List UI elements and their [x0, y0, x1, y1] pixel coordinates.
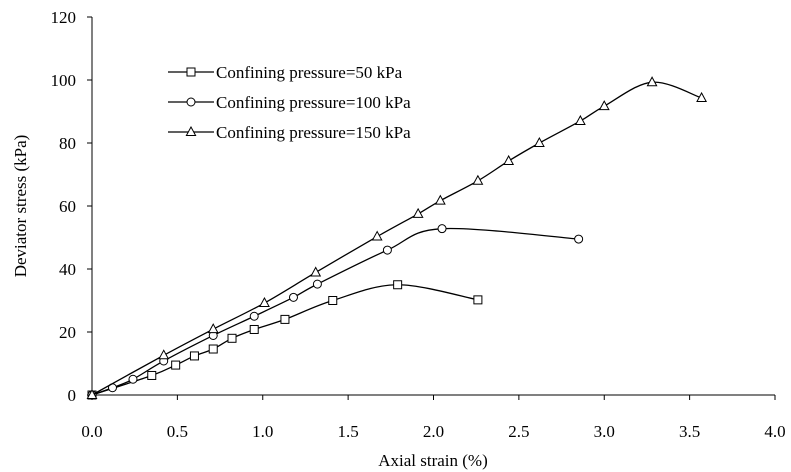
x-tick-label: 0.0: [81, 422, 102, 441]
x-tick-label: 2.5: [508, 422, 529, 441]
data-point-square: [171, 360, 181, 370]
x-tick-label: 4.0: [764, 422, 785, 441]
data-point-triangle: [310, 266, 322, 277]
data-point-triangle: [503, 154, 515, 165]
x-axis: 0.0 0.5 1.0 1.5 2.0 2.5 3.0 3.5 4.0: [81, 394, 786, 441]
legend-marker-triangle: [185, 125, 197, 136]
y-tick-label: 40: [59, 260, 76, 279]
data-point-triangle: [412, 207, 424, 218]
data-point-circle: [249, 311, 259, 321]
data-point-square: [280, 314, 290, 324]
data-point-circle: [312, 279, 322, 289]
y-axis: 0 20 40 60 80 100 120: [51, 8, 93, 405]
x-tick-label: 1.0: [252, 422, 273, 441]
data-point-circle: [128, 374, 138, 384]
x-axis-title: Axial strain (%): [378, 451, 488, 470]
data-point-triangle: [646, 76, 658, 87]
data-point-circle: [437, 224, 447, 234]
data-point-square: [249, 324, 259, 334]
data-point-circle: [288, 292, 298, 302]
legend: Confining pressure=50 kPa Confining press…: [168, 63, 411, 142]
x-tick-label: 1.5: [338, 422, 359, 441]
data-point-triangle: [158, 349, 170, 360]
data-point-square: [208, 344, 218, 354]
y-tick-label: 100: [51, 71, 77, 90]
data-point-square: [473, 295, 483, 305]
x-tick-label: 2.0: [423, 422, 444, 441]
legend-item: Confining pressure=100 kPa: [168, 93, 411, 112]
data-point-triangle: [207, 323, 219, 334]
x-tick-label: 0.5: [167, 422, 188, 441]
data-point-triangle: [259, 296, 270, 308]
data-point-triangle: [371, 230, 383, 241]
data-point-circle: [382, 245, 392, 255]
series-square: [87, 280, 483, 400]
data-point-triangle: [472, 174, 484, 185]
data-point-triangle: [86, 388, 98, 399]
data-point-square: [328, 296, 338, 305]
y-tick-label: 80: [59, 134, 76, 153]
data-point-square: [227, 333, 237, 343]
data-point-triangle: [533, 136, 545, 147]
legend-item: Confining pressure=50 kPa: [168, 63, 403, 82]
data-point-triangle: [434, 194, 446, 205]
data-point-square: [189, 351, 199, 361]
legend-label: Confining pressure=100 kPa: [216, 93, 411, 112]
legend-marker-square: [186, 67, 196, 77]
data-point-triangle: [574, 114, 586, 125]
y-tick-label: 20: [59, 323, 76, 342]
data-point-square: [393, 280, 403, 290]
legend-item: Confining pressure=150 kPa: [168, 123, 411, 142]
x-tick-label: 3.0: [594, 422, 615, 441]
y-tick-label: 120: [51, 8, 77, 27]
data-point-square: [147, 370, 157, 380]
legend-label: Confining pressure=150 kPa: [216, 123, 411, 142]
y-tick-label: 0: [68, 386, 77, 405]
y-tick-label: 60: [59, 197, 76, 216]
legend-label: Confining pressure=50 kPa: [216, 63, 403, 82]
y-axis-title: Deviator stress (kPa): [11, 135, 30, 278]
data-point-triangle: [598, 100, 610, 111]
series-circle: [87, 224, 584, 400]
series-layer: [86, 76, 708, 400]
x-tick-label: 3.5: [679, 422, 700, 441]
data-point-circle: [574, 234, 584, 244]
data-point-triangle: [696, 91, 708, 102]
series-triangle: [86, 76, 708, 399]
legend-marker-circle: [186, 97, 196, 107]
